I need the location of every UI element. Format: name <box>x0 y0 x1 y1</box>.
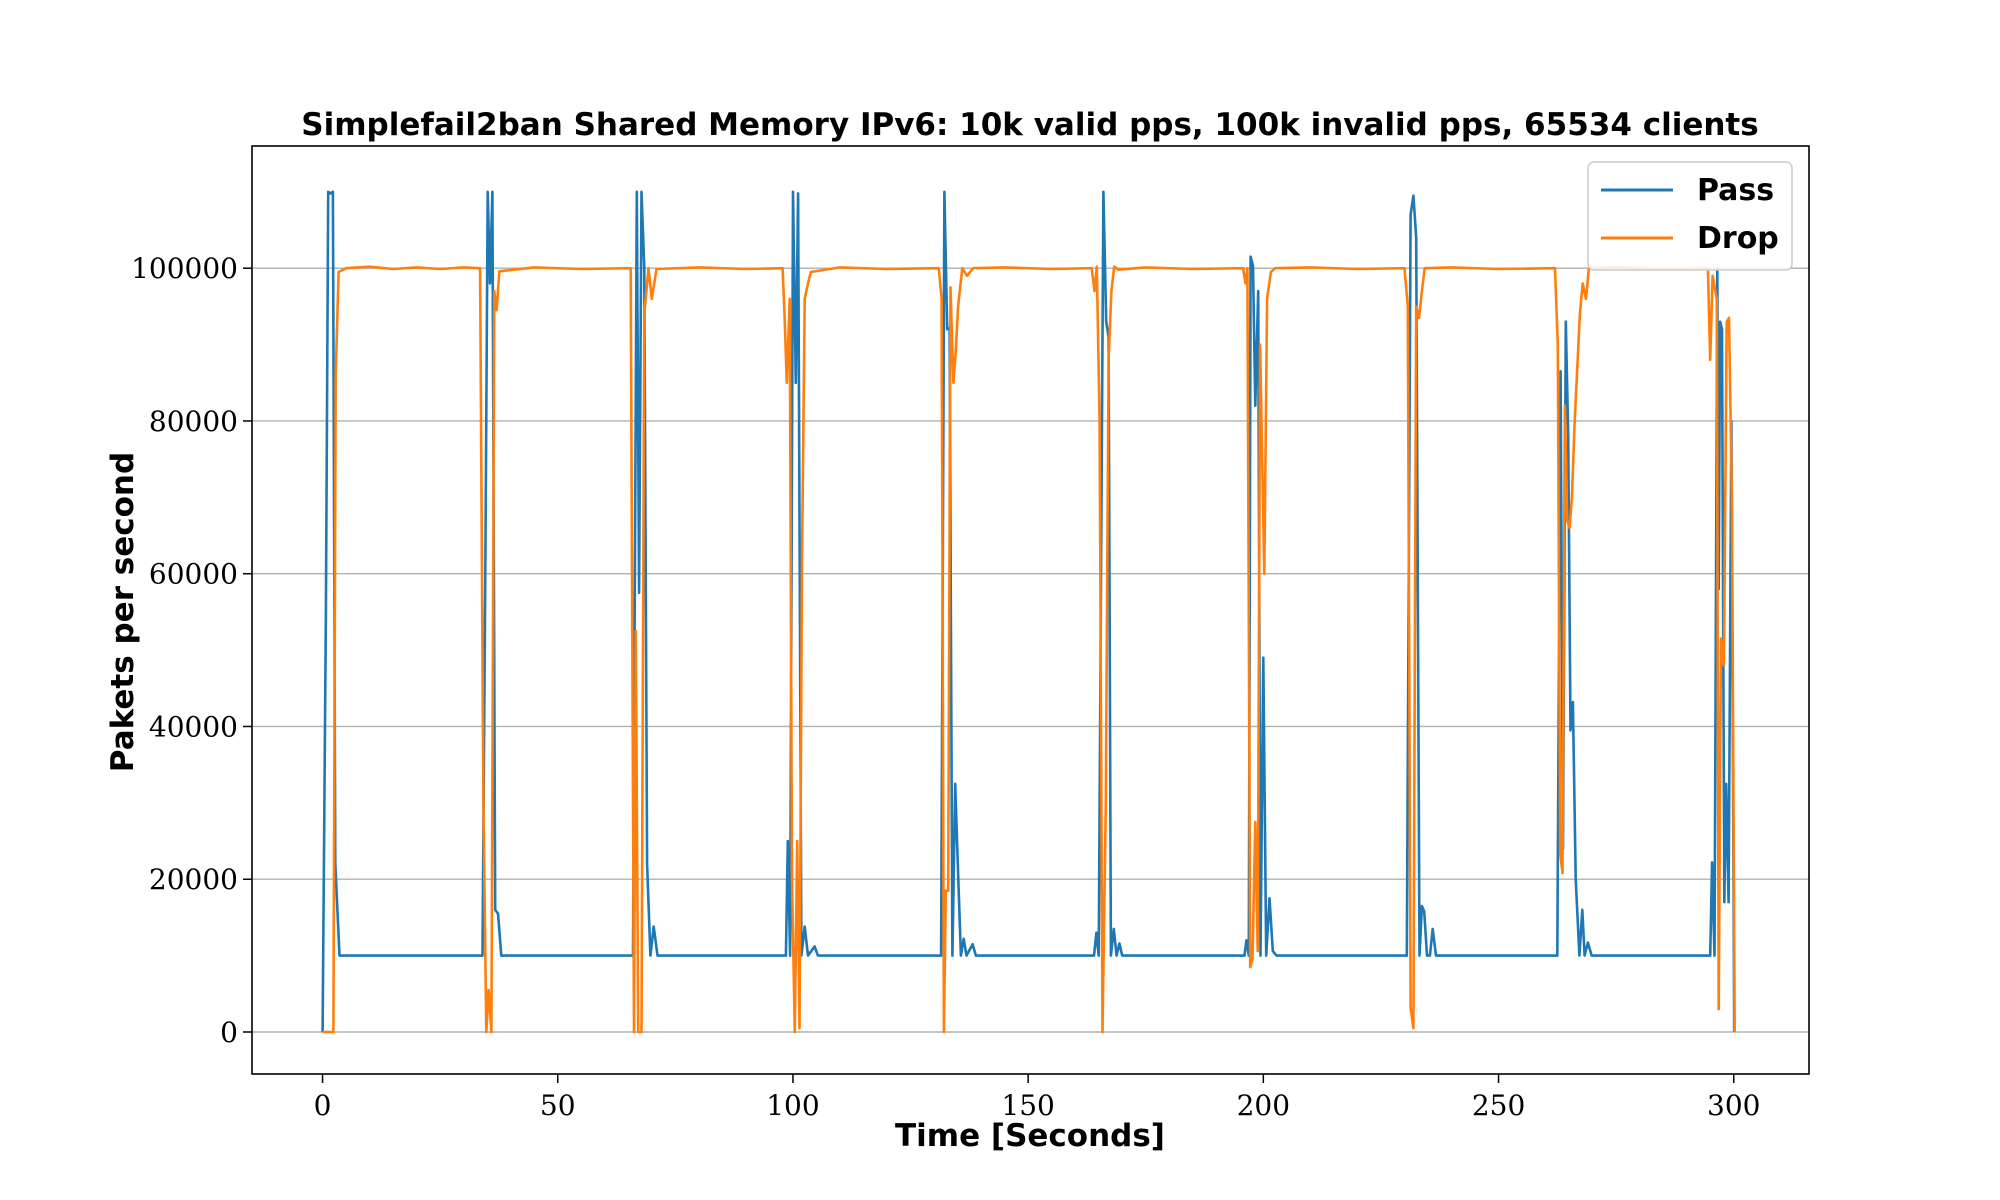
y-tick-label: 40000 <box>149 710 238 743</box>
legend: Pass Drop <box>1587 161 1793 271</box>
x-tick-label: 100 <box>766 1089 819 1122</box>
y-tick-label: 100000 <box>131 252 238 285</box>
plot-frame <box>251 145 1810 1075</box>
chart-title: Simplefail2ban Shared Memory IPv6: 10k v… <box>301 107 1758 143</box>
x-tick-label: 300 <box>1707 1089 1760 1122</box>
y-axis-ticks: 0 20000 40000 60000 80000 100000 <box>131 252 252 1049</box>
y-axis-label: Pakets per second <box>105 452 141 772</box>
y-tick-label: 60000 <box>149 558 238 591</box>
series-line-drop <box>322 265 1736 1034</box>
x-tick-label: 150 <box>1001 1089 1054 1122</box>
x-tick-label: 250 <box>1472 1089 1525 1122</box>
legend-label-drop: Drop <box>1697 221 1779 256</box>
y-tick-label: 0 <box>220 1016 238 1049</box>
legend-label-pass: Pass <box>1697 173 1774 208</box>
x-tick-label: 0 <box>314 1089 332 1122</box>
x-tick-label: 200 <box>1237 1089 1290 1122</box>
series-lines <box>321 190 1736 1034</box>
series-line-pass <box>321 190 1736 1033</box>
x-axis-ticks: 0 50 100 150 200 250 300 <box>314 1074 1760 1122</box>
y-tick-label: 80000 <box>149 405 238 438</box>
x-axis-label: Time [Seconds] <box>895 1118 1165 1154</box>
y-tick-label: 20000 <box>149 863 238 896</box>
x-tick-label: 50 <box>540 1089 576 1122</box>
